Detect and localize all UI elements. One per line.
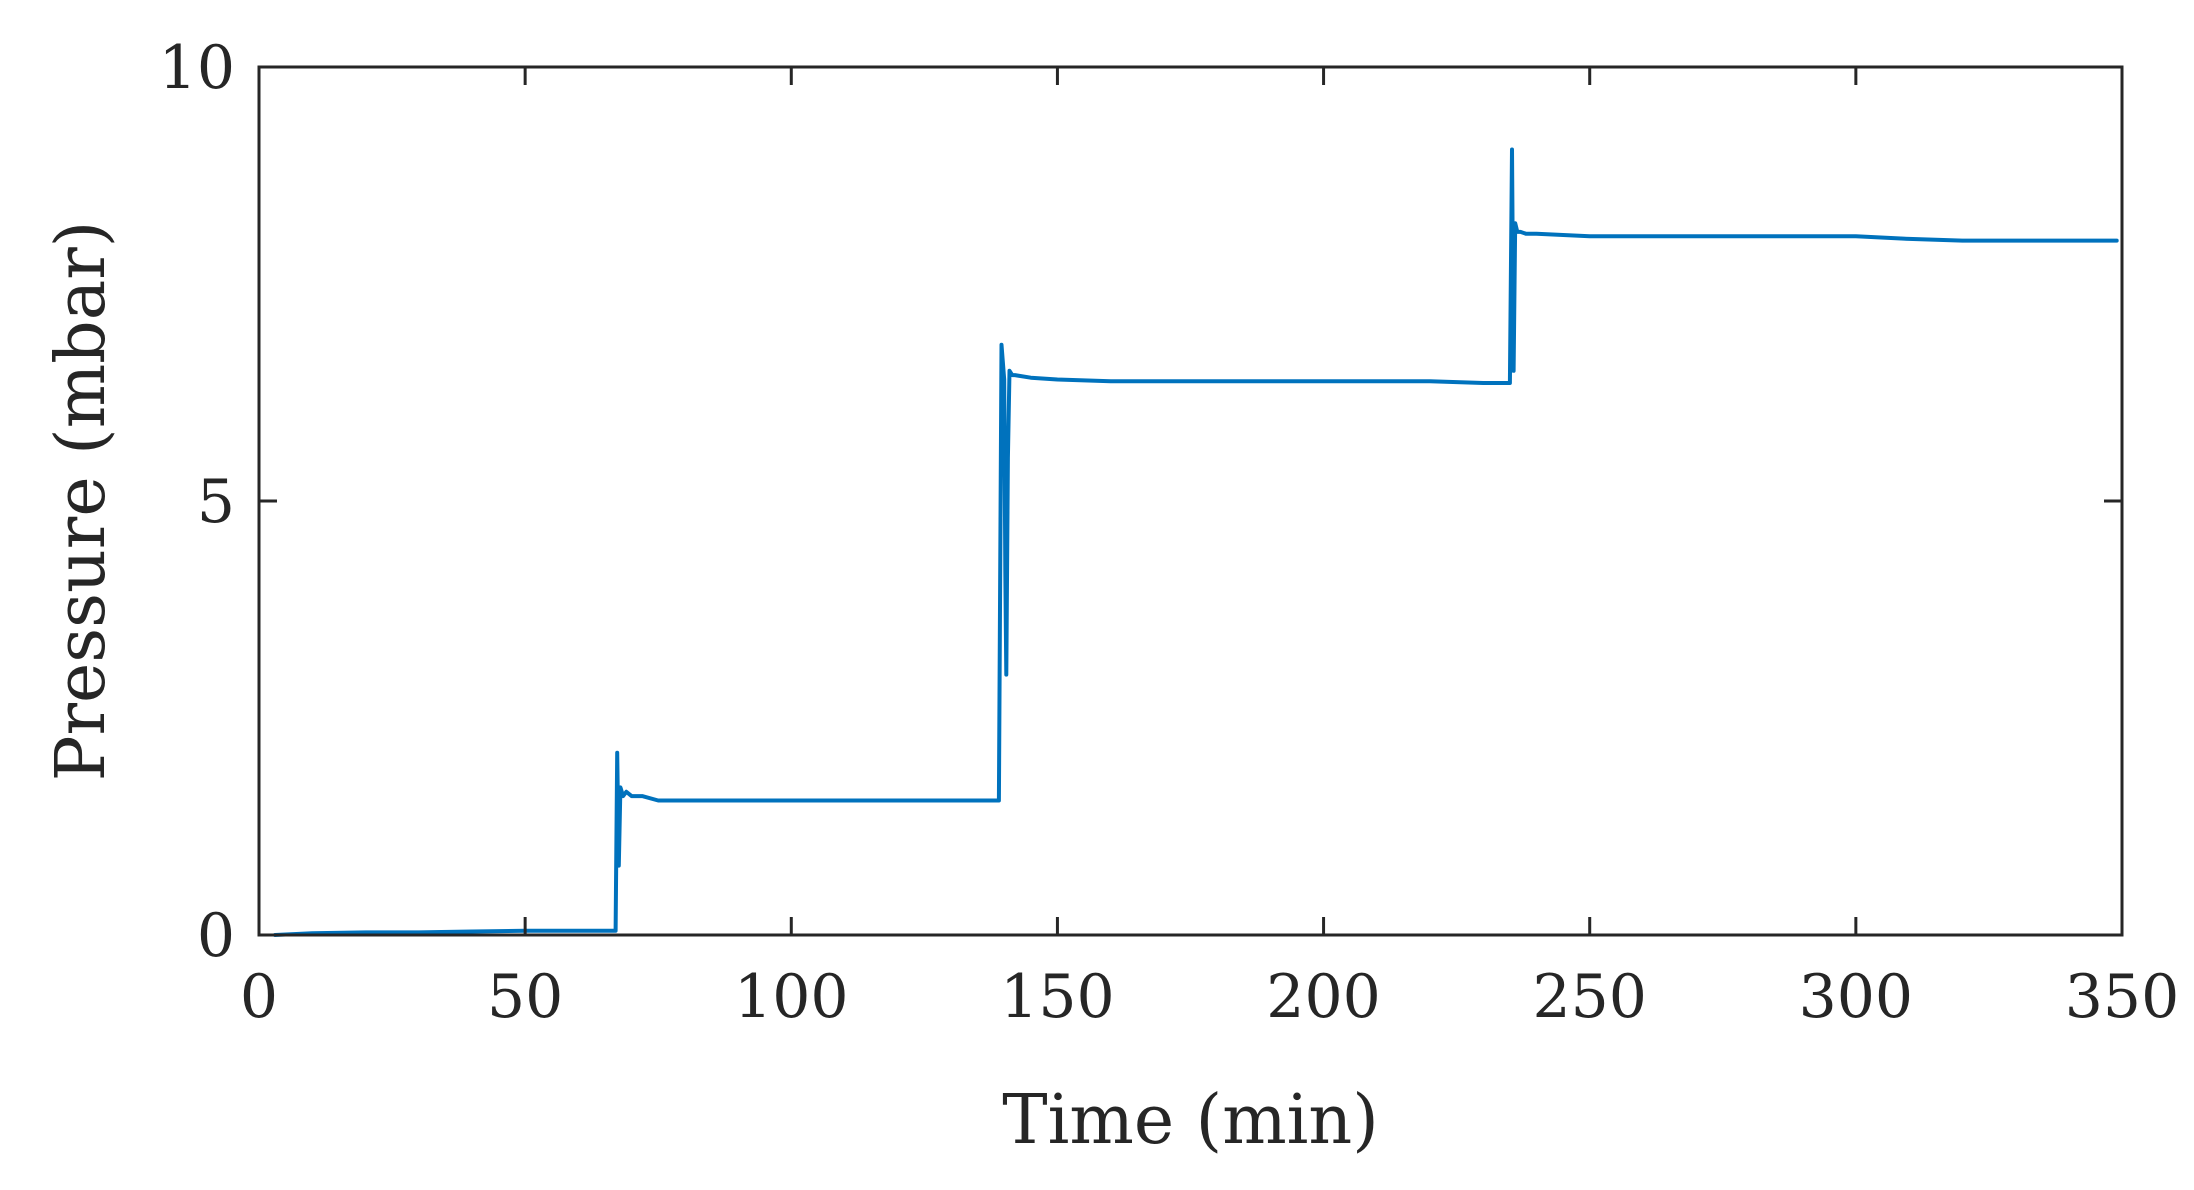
x-axis-label: Time (min) [1002,1081,1379,1160]
x-tick-label: 350 [2065,962,2180,1032]
x-tick-label: 50 [487,962,563,1032]
x-tick-label: 250 [1532,962,1647,1032]
y-tick-label: 5 [197,467,235,537]
plot-frame [257,65,2124,937]
x-tick-label: 200 [1266,962,1381,1032]
pressure-series-line [273,147,2119,937]
x-tick-label: 100 [734,962,849,1032]
x-tick-label: 0 [240,962,278,1032]
plot-layer [273,147,2119,937]
tick-layer: 0 50 100 150 200 250 300 350 0 5 10 [159,33,2180,1032]
y-axis-label: Pressure (mbar) [42,221,121,782]
y-tick-label: 10 [159,33,235,103]
x-tick-label: 150 [1000,962,1115,1032]
y-tick-label: 0 [197,901,235,971]
x-tick-label: 300 [1799,962,1914,1032]
